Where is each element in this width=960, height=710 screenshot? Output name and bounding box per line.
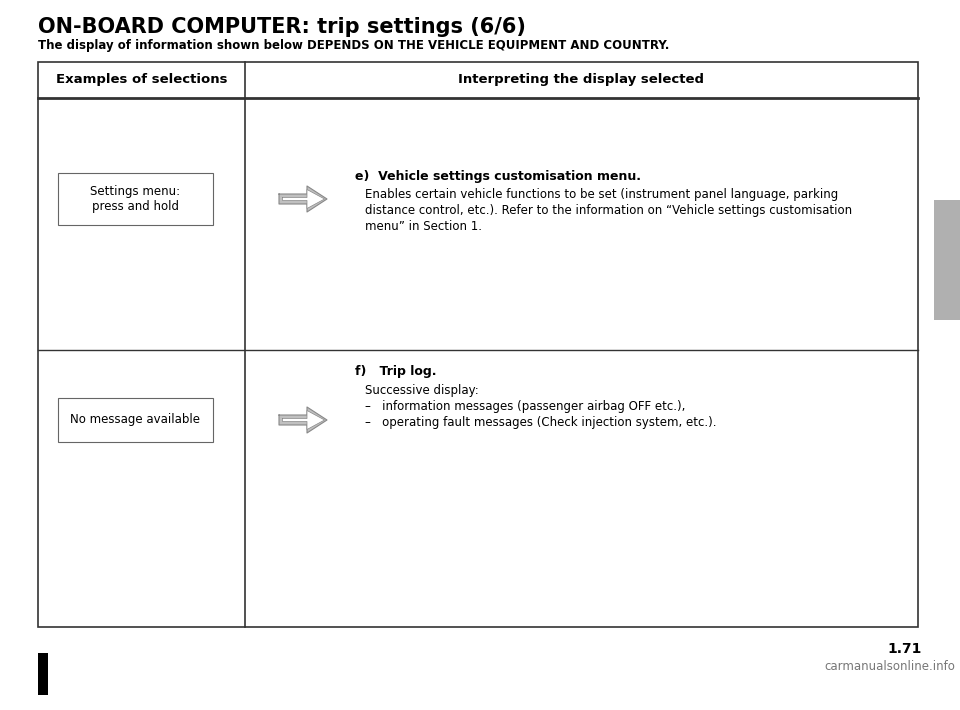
Text: f)   Trip log.: f) Trip log. <box>355 365 437 378</box>
Text: menu” in Section 1.: menu” in Section 1. <box>365 220 482 233</box>
Polygon shape <box>279 407 327 433</box>
Text: –   operating fault messages (Check injection system, etc.).: – operating fault messages (Check inject… <box>365 416 716 429</box>
Text: distance control, etc.). Refer to the information on “Vehicle settings customisa: distance control, etc.). Refer to the in… <box>365 204 852 217</box>
Polygon shape <box>282 410 324 430</box>
Bar <box>38 653 48 695</box>
Text: Examples of selections: Examples of selections <box>56 74 228 87</box>
Text: –   information messages (passenger airbag OFF etc.),: – information messages (passenger airbag… <box>365 400 685 413</box>
Text: The display of information shown below DEPENDS ON THE VEHICLE EQUIPMENT AND COUN: The display of information shown below D… <box>38 39 669 52</box>
Text: e)  Vehicle settings customisation menu.: e) Vehicle settings customisation menu. <box>355 170 641 183</box>
Text: Enables certain vehicle functions to be set (instrument panel language, parking: Enables certain vehicle functions to be … <box>365 188 838 201</box>
Text: ON-BOARD COMPUTER: trip settings (6/6): ON-BOARD COMPUTER: trip settings (6/6) <box>38 17 526 37</box>
Text: Interpreting the display selected: Interpreting the display selected <box>459 74 705 87</box>
Text: Settings menu:
press and hold: Settings menu: press and hold <box>90 185 180 213</box>
Bar <box>58 173 213 225</box>
Bar <box>934 200 960 320</box>
Bar <box>58 398 213 442</box>
Text: Successive display:: Successive display: <box>365 384 479 397</box>
Text: No message available: No message available <box>70 413 201 427</box>
Bar <box>38 62 918 627</box>
Text: carmanualsonline.info: carmanualsonline.info <box>824 660 955 673</box>
Text: 1.71: 1.71 <box>888 642 922 656</box>
Polygon shape <box>279 186 327 212</box>
Polygon shape <box>282 190 324 209</box>
